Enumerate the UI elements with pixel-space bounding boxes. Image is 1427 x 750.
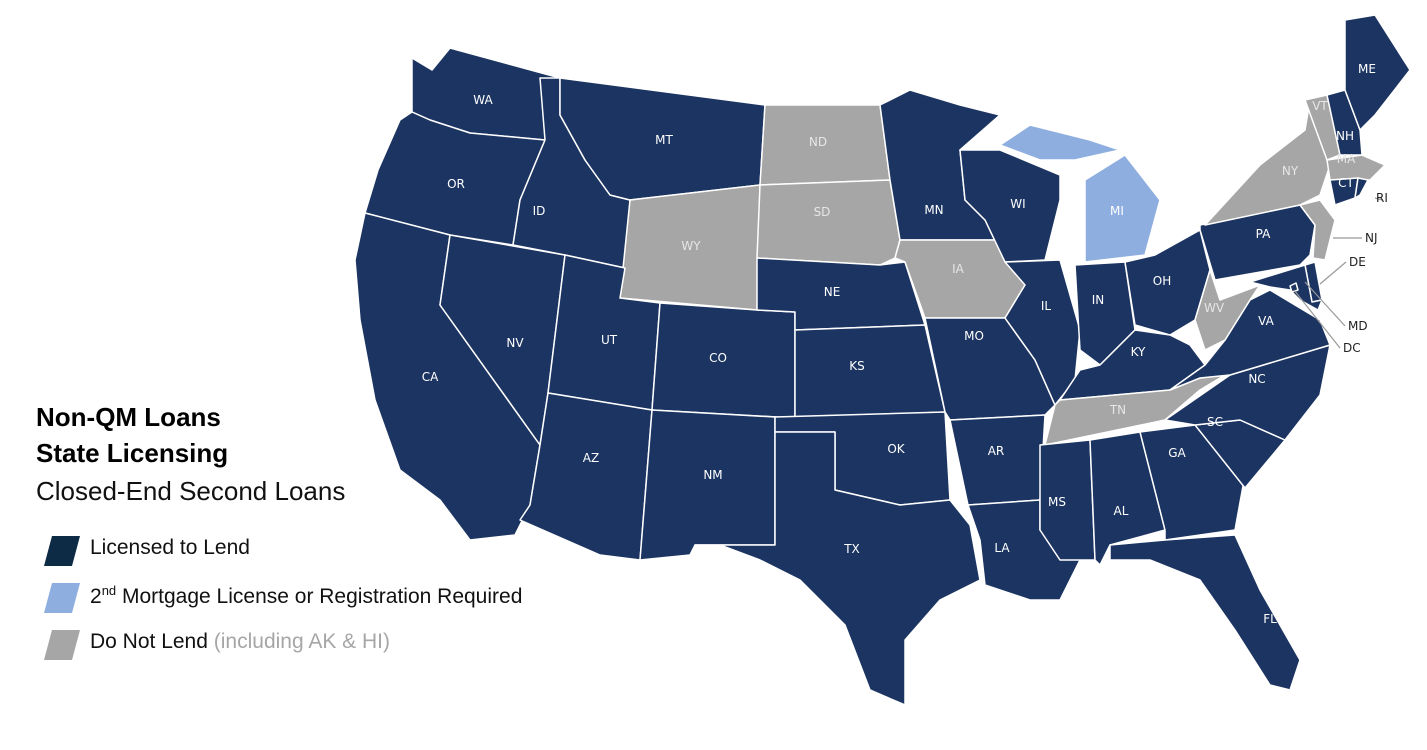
title-line-1: Non-QM Loans bbox=[36, 402, 221, 432]
state-label-wi: WI bbox=[1010, 197, 1025, 211]
state-label-md: MD bbox=[1348, 319, 1368, 333]
state-label-ky: KY bbox=[1131, 345, 1146, 359]
state-label-or: OR bbox=[447, 177, 465, 191]
leader-line-de bbox=[1319, 261, 1347, 285]
state-label-tx: TX bbox=[843, 542, 860, 556]
state-nh bbox=[1326, 89, 1363, 156]
state-label-me: ME bbox=[1358, 62, 1376, 76]
state-ar bbox=[949, 414, 1046, 506]
legend-label: 2nd Mortgage License or Registration Req… bbox=[90, 583, 523, 608]
state-dc bbox=[1289, 282, 1299, 293]
state-va bbox=[1169, 289, 1331, 391]
subtitle: Closed-End Second Loans bbox=[36, 476, 346, 506]
state-label-id: ID bbox=[533, 204, 546, 218]
state-label-in: IN bbox=[1092, 293, 1105, 307]
state-label-ma: MA bbox=[1337, 152, 1356, 166]
state-label-tn: TN bbox=[1109, 403, 1126, 417]
state-label-va: VA bbox=[1258, 314, 1274, 328]
state-label-nd: ND bbox=[809, 135, 827, 149]
legend-label: Do Not Lend (including AK & HI) bbox=[90, 630, 391, 653]
state-label-ms: MS bbox=[1048, 495, 1066, 509]
legend-swatch-registration bbox=[44, 583, 80, 613]
leader-line-md bbox=[1304, 281, 1346, 327]
state-label-mn: MN bbox=[924, 203, 943, 217]
state-ks bbox=[794, 324, 946, 419]
state-label-nc: NC bbox=[1248, 372, 1265, 386]
state-label-nm: NM bbox=[703, 468, 722, 482]
legend-label: Licensed to Lend bbox=[90, 536, 250, 559]
state-label-nv: NV bbox=[506, 336, 524, 350]
state-label-ut: UT bbox=[601, 333, 618, 347]
state-label-dc: DC bbox=[1343, 341, 1361, 355]
state-label-al: AL bbox=[1114, 504, 1129, 518]
state-md bbox=[1249, 264, 1323, 311]
state-label-ar: AR bbox=[988, 444, 1005, 458]
state-label-ri: RI bbox=[1376, 191, 1388, 205]
title-line-2: State Licensing bbox=[36, 438, 229, 468]
legend-item-registration: 2nd Mortgage License or Registration Req… bbox=[44, 581, 744, 613]
state-label-nh: NH bbox=[1336, 129, 1354, 143]
legend-item-do-not-lend: Do Not Lend (including AK & HI) bbox=[44, 628, 744, 660]
state-mi bbox=[999, 124, 1121, 161]
state-label-ne: NE bbox=[824, 285, 841, 299]
legend-swatch-do-not-lend bbox=[44, 630, 80, 660]
state-label-sd: SD bbox=[814, 205, 831, 219]
state-label-oh: OH bbox=[1153, 274, 1171, 288]
state-label-fl: FL bbox=[1263, 612, 1277, 626]
state-label-ks: KS bbox=[849, 359, 865, 373]
leader-line-dc bbox=[1293, 289, 1341, 349]
state-label-wy: WY bbox=[681, 239, 701, 253]
state-label-ct: CT bbox=[1338, 176, 1354, 190]
state-label-ga: GA bbox=[1168, 446, 1186, 460]
state-label-de: DE bbox=[1349, 255, 1366, 269]
state-label-ok: OK bbox=[887, 442, 905, 456]
legend-item-licensed: Licensed to Lend bbox=[44, 534, 744, 566]
state-label-wa: WA bbox=[473, 93, 493, 107]
state-nj bbox=[1299, 199, 1336, 261]
state-wv bbox=[1194, 269, 1261, 351]
state-label-ia: IA bbox=[952, 262, 965, 276]
state-ri bbox=[1354, 177, 1369, 199]
state-label-mt: MT bbox=[655, 133, 673, 147]
state-label-az: AZ bbox=[583, 451, 599, 465]
state-label-wv: WV bbox=[1204, 301, 1225, 315]
state-label-mi: MI bbox=[1110, 204, 1124, 218]
state-tx bbox=[694, 431, 981, 706]
state-label-mo: MO bbox=[964, 329, 984, 343]
state-label-ny: NY bbox=[1282, 164, 1299, 178]
state-label-co: CO bbox=[709, 351, 727, 365]
state-label-il: IL bbox=[1041, 299, 1052, 313]
state-label-la: LA bbox=[994, 541, 1010, 555]
state-label-ca: CA bbox=[422, 370, 439, 384]
state-mi bbox=[1084, 154, 1161, 263]
state-label-vt: VT bbox=[1312, 99, 1328, 113]
state-sd bbox=[756, 179, 901, 266]
state-label-pa: PA bbox=[1256, 227, 1271, 241]
state-fl bbox=[1109, 534, 1301, 691]
state-label-nj: NJ bbox=[1365, 231, 1378, 245]
state-me bbox=[1344, 14, 1411, 131]
leader-line-ri bbox=[1374, 197, 1383, 201]
legend-swatch-licensed bbox=[44, 536, 80, 566]
state-label-sc: SC bbox=[1207, 415, 1223, 429]
